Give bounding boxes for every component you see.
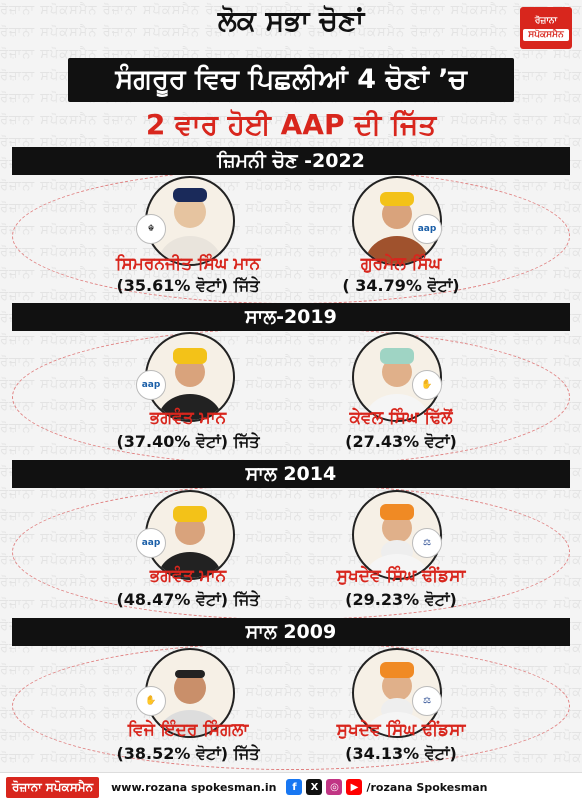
candidate-photo bbox=[352, 332, 442, 422]
vote-share: (34.13% ਵੋਟਾਂ) bbox=[345, 744, 457, 763]
aap-logo-icon: aap bbox=[136, 528, 166, 558]
section-title-2019: ਸਾਲ-2019 bbox=[12, 303, 570, 331]
section-title-2014: ਸਾਲ 2014 bbox=[12, 460, 570, 488]
headline-line2: ਸੰਗਰੂਰ ਵਿਚ ਪਿਛਲੀਆਂ 4 ਚੋਣਾਂ ’ਚ bbox=[68, 58, 514, 102]
candidate-name: ਭਗਵੰਤ ਮਾਨ bbox=[149, 566, 227, 586]
party-emblem-icon: ☬ bbox=[136, 214, 166, 244]
aap-logo-icon: aap bbox=[412, 214, 442, 244]
scales-emblem-icon: ⚖ bbox=[412, 686, 442, 716]
candidate-name: ਭਗਵੰਤ ਮਾਨ bbox=[149, 408, 227, 428]
youtube-icon[interactable]: ▶ bbox=[346, 779, 363, 795]
candidate-photo bbox=[352, 648, 442, 738]
aap-logo-icon: aap bbox=[136, 370, 166, 400]
candidate-name: ਸੁਖਦੇਵ ਸਿੰਘ ਢੀਂਡਸਾ bbox=[336, 720, 466, 740]
congress-hand-icon: ✋ bbox=[412, 370, 442, 400]
vote-share: (27.43% ਵੋਟਾਂ) bbox=[345, 432, 457, 451]
vote-share: (37.40% ਵੋਟਾਂ) ਜਿੱਤੇ bbox=[116, 432, 260, 451]
candidate-photo bbox=[145, 332, 235, 422]
headline-line3: 2 ਵਾਰ ਹੋਈ AAP ਦੀ ਜਿੱਤ bbox=[145, 108, 437, 141]
headline-line1: ਲੋਕ ਸਭਾ ਚੋਣਾਂ bbox=[217, 4, 365, 37]
facebook-icon[interactable]: f bbox=[286, 779, 303, 795]
website-link[interactable]: www.rozana spokesman.in bbox=[111, 780, 277, 794]
vote-share: (29.23% ਵੋਟਾਂ) bbox=[345, 590, 457, 609]
section-title-2022: ਜ਼ਿਮਨੀ ਚੋਣ -2022 bbox=[12, 147, 570, 175]
congress-hand-icon: ✋ bbox=[136, 686, 166, 716]
brand-logo: ਰੋਜ਼ਾਨਾ ਸਪੋਕਸਮੈਨ bbox=[520, 7, 572, 49]
vote-share: (35.61% ਵੋਟਾਂ) ਜਿੱਤੇ bbox=[116, 276, 260, 295]
vote-share: ( 34.79% ਵੋਟਾਂ) bbox=[342, 276, 460, 295]
footer-logo: ਰੋਜ਼ਾਨਾ ਸਪੋਕਸਮੈਨ bbox=[6, 776, 100, 798]
candidate-photo bbox=[145, 176, 235, 266]
candidate-name: ਸਿਮਰਨਜੀਤ ਸਿੰਘ ਮਾਨ bbox=[115, 254, 261, 274]
instagram-icon[interactable]: ◎ bbox=[326, 779, 343, 795]
scales-emblem-icon: ⚖ bbox=[412, 528, 442, 558]
x-twitter-icon[interactable]: X bbox=[306, 779, 323, 795]
social-handle: /rozana Spokesman bbox=[366, 780, 488, 794]
candidate-name: ਵਿਜੇ ਇੰਦਰ ਸਿੰਗਲਾ bbox=[127, 720, 249, 740]
footer-bar: ਰੋਜ਼ਾਨਾ ਸਪੋਕਸਮੈਨ www.rozana spokesman.in… bbox=[0, 772, 582, 801]
candidate-name: ਗੁਰਮੇਲ ਸਿੰਘ bbox=[360, 254, 442, 274]
vote-share: (48.47% ਵੋਟਾਂ) ਜਿੱਤੇ bbox=[116, 590, 260, 609]
candidate-name: ਸੁਖਦੇਵ ਸਿੰਘ ਢੀਂਡਸਾ bbox=[336, 566, 466, 586]
candidate-name: ਕੇਵਲ ਸਿੰਘ ਢਿੱਲੋਂ bbox=[349, 408, 453, 428]
section-title-2009: ਸਾਲ 2009 bbox=[12, 618, 570, 646]
vote-share: (38.52% ਵੋਟਾਂ) ਜਿੱਤੇ bbox=[116, 744, 260, 763]
